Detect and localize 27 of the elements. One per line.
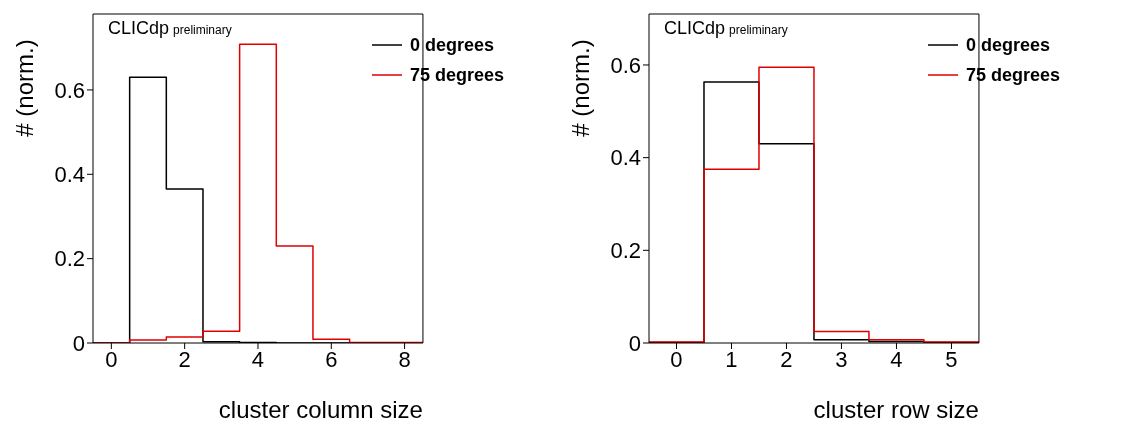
x-tick-label: 8 [398, 346, 411, 372]
x-axis-title: cluster column size [218, 396, 423, 423]
x-tick-label: 3 [835, 346, 848, 372]
x-tick-label: 2 [780, 346, 793, 372]
x-tick-label: 4 [251, 346, 265, 372]
annotation: CLICdp preliminary [664, 18, 788, 39]
x-tick-label: 0 [670, 346, 683, 372]
x-axis-title: cluster row size [813, 396, 979, 423]
y-tick-label: 0 [72, 330, 85, 356]
y-tick-label: 0.2 [54, 246, 85, 272]
y-tick-label: 0.6 [54, 77, 85, 103]
x-tick-label: 6 [325, 346, 338, 372]
x-tick-label: 2 [178, 346, 191, 372]
y-tick-label: 0.6 [610, 52, 641, 78]
legend-label: 0 degrees [409, 34, 494, 56]
x-tick-label: 0 [105, 346, 118, 372]
y-tick-label: 0.4 [610, 145, 641, 171]
y-axis-title: # (norm.) [567, 39, 595, 137]
x-tick-label: 4 [890, 346, 903, 372]
y-tick-label: 0.2 [610, 238, 641, 264]
y-tick-label: 0 [628, 330, 641, 356]
annotation: CLICdp preliminary [108, 18, 232, 39]
y-axis-title: # (norm.) [11, 39, 39, 137]
legend-label: 0 degrees [965, 34, 1050, 56]
y-tick-label: 0.4 [54, 162, 85, 188]
x-tick-label: 1 [725, 346, 738, 372]
x-tick-label: 5 [945, 346, 958, 372]
